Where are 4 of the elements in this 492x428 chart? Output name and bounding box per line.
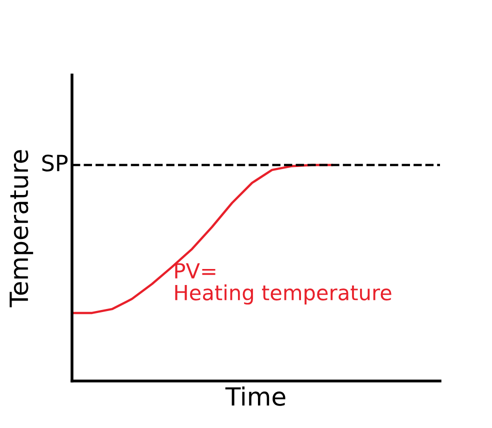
x-axis-title: Time <box>225 386 286 406</box>
ref-line-label: SP <box>42 154 68 172</box>
series-label: PV= Heating temperature <box>175 263 392 304</box>
y-axis-title: Temperature <box>10 150 34 308</box>
